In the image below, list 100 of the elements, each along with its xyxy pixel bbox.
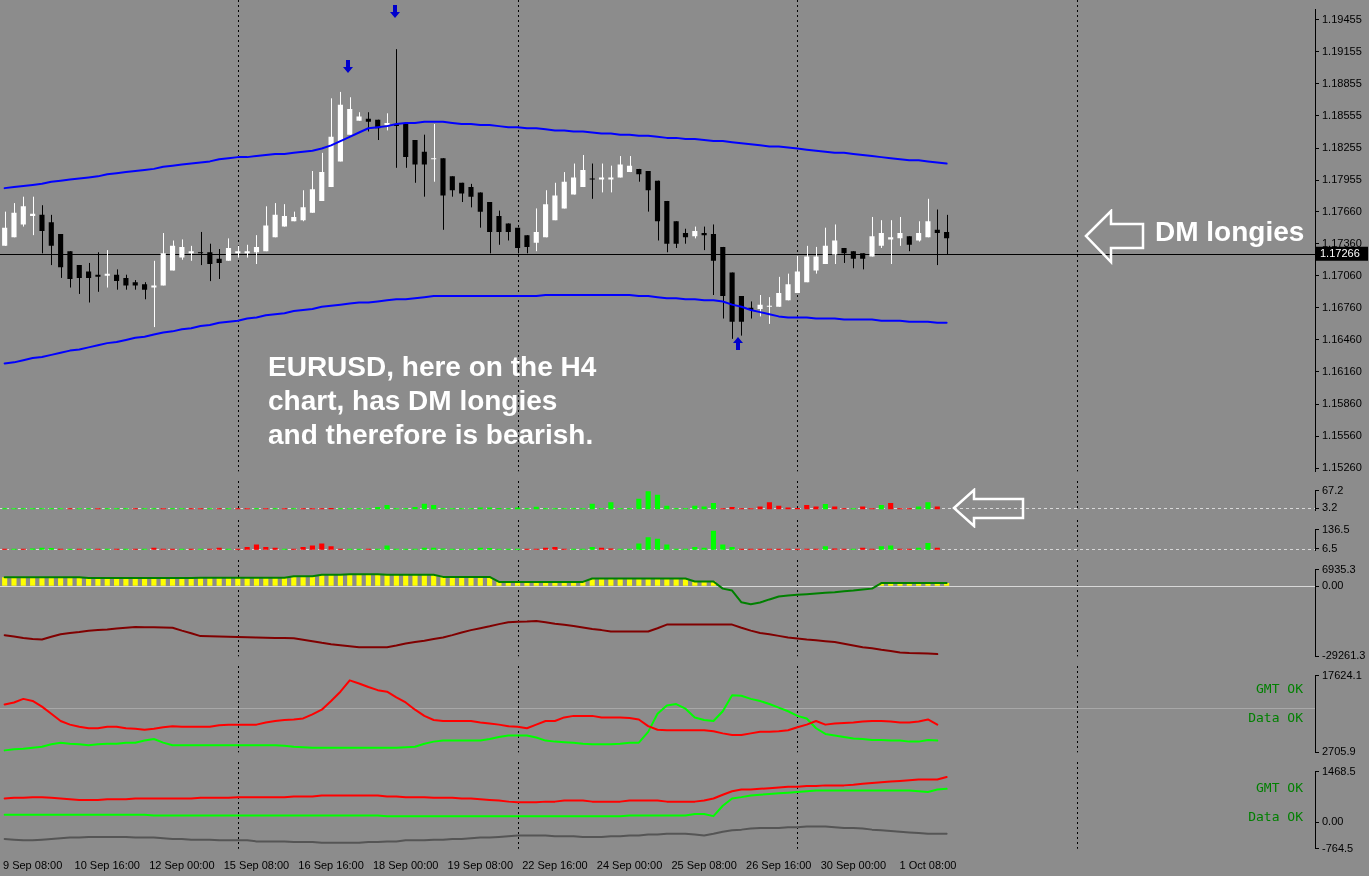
candlestick	[916, 220, 922, 243]
candlestick	[421, 134, 427, 198]
bar	[878, 505, 884, 510]
candlestick	[20, 196, 26, 228]
bar	[412, 574, 418, 586]
candlestick	[225, 237, 232, 262]
y-tick-label: 1.17360	[1322, 236, 1362, 249]
annotation: Data OK	[1248, 809, 1303, 824]
candlestick	[300, 189, 306, 222]
candlestick	[114, 268, 120, 291]
bar	[654, 538, 661, 550]
candlestick	[104, 249, 110, 289]
x-tick-label: 18 Sep 00:00	[372, 859, 439, 872]
y-tick-label: 1.19155	[1322, 44, 1362, 57]
y-tick-label: 1.16460	[1322, 332, 1362, 345]
x-tick-label: 10 Sep 16:00	[74, 859, 140, 872]
bar	[766, 502, 772, 510]
bar	[253, 544, 260, 550]
y-tick-label: 67.2	[1322, 483, 1344, 496]
x-tick-label: 22 Sep 16:00	[522, 859, 588, 872]
candlestick	[580, 154, 586, 188]
annotation: GMT OK	[1256, 681, 1303, 696]
candlestick	[571, 163, 577, 196]
bar	[934, 547, 940, 550]
x-tick-label: 9 Sep 08:00	[2, 859, 63, 872]
y-tick-label: 6.5	[1322, 541, 1338, 554]
candlestick	[496, 210, 502, 246]
y-tick-label: 0.00	[1322, 579, 1344, 592]
candlestick	[151, 260, 157, 328]
bar	[300, 576, 306, 586]
bar	[804, 505, 810, 510]
candlestick	[897, 216, 903, 247]
bar	[645, 537, 651, 550]
candlestick	[272, 202, 278, 238]
candlestick	[477, 191, 483, 229]
candlestick	[869, 216, 875, 258]
candlestick	[813, 246, 819, 275]
bar	[477, 547, 483, 550]
y-tick-label: 1.18555	[1322, 108, 1362, 121]
annotation: DM longies	[1155, 216, 1305, 248]
candlestick	[30, 196, 36, 236]
candlestick	[832, 223, 838, 265]
y-tick-label: 0.00	[1322, 815, 1344, 828]
candlestick	[888, 219, 894, 265]
y-tick-label: 1.17060	[1322, 268, 1362, 281]
x-tick-label: 30 Sep 00:00	[820, 859, 887, 872]
bar	[421, 547, 427, 550]
bar	[888, 545, 894, 550]
candlestick	[794, 254, 800, 294]
candlestick	[281, 203, 288, 228]
bar	[729, 507, 735, 510]
bar	[645, 491, 651, 510]
candlestick	[776, 276, 782, 308]
x-tick-label: 12 Sep 00:00	[149, 859, 215, 872]
y-tick-label: 2705.9	[1322, 745, 1356, 758]
x-tick-label: 1 Oct 08:00	[899, 859, 957, 872]
bar	[654, 494, 661, 510]
bar	[888, 502, 894, 510]
x-tick-label: 26 Sep 16:00	[746, 859, 812, 872]
y-tick-label: 1.16160	[1322, 365, 1362, 378]
candlestick	[673, 220, 679, 249]
candlestick	[468, 183, 474, 208]
y-tick-label: 136.5	[1322, 522, 1350, 535]
candlestick	[757, 294, 763, 317]
candlestick	[589, 163, 595, 200]
candlestick	[598, 163, 605, 193]
x-tick-label: 15 Sep 08:00	[223, 859, 290, 872]
bar	[39, 547, 45, 550]
bar	[598, 547, 605, 550]
candlestick	[645, 170, 651, 213]
candlestick	[309, 170, 315, 214]
candlestick	[449, 175, 455, 198]
bar	[916, 547, 922, 550]
bar	[431, 505, 437, 510]
bar	[692, 547, 698, 550]
bar	[384, 505, 390, 510]
candlestick	[533, 207, 539, 252]
bar	[589, 547, 595, 550]
candlestick	[608, 165, 614, 193]
candlestick	[2, 211, 8, 247]
y-tick-label: 1468.5	[1322, 764, 1356, 777]
y-tick-label: 3.2	[1322, 501, 1338, 514]
bar	[347, 574, 353, 586]
y-tick-label: 1.18855	[1322, 76, 1362, 89]
y-tick-label: 1.17955	[1322, 173, 1362, 186]
candlestick	[925, 198, 931, 238]
bar	[608, 502, 614, 510]
annotation: GMT OK	[1256, 780, 1303, 795]
bar	[636, 498, 642, 510]
candlestick	[431, 123, 437, 183]
bar	[263, 547, 269, 550]
bar	[664, 544, 670, 550]
bar	[300, 547, 306, 550]
bar	[244, 547, 250, 550]
bar	[384, 574, 390, 586]
bar	[925, 502, 931, 510]
candlestick	[822, 227, 828, 265]
bar	[543, 547, 549, 550]
bar	[878, 546, 884, 550]
bar	[860, 547, 866, 550]
